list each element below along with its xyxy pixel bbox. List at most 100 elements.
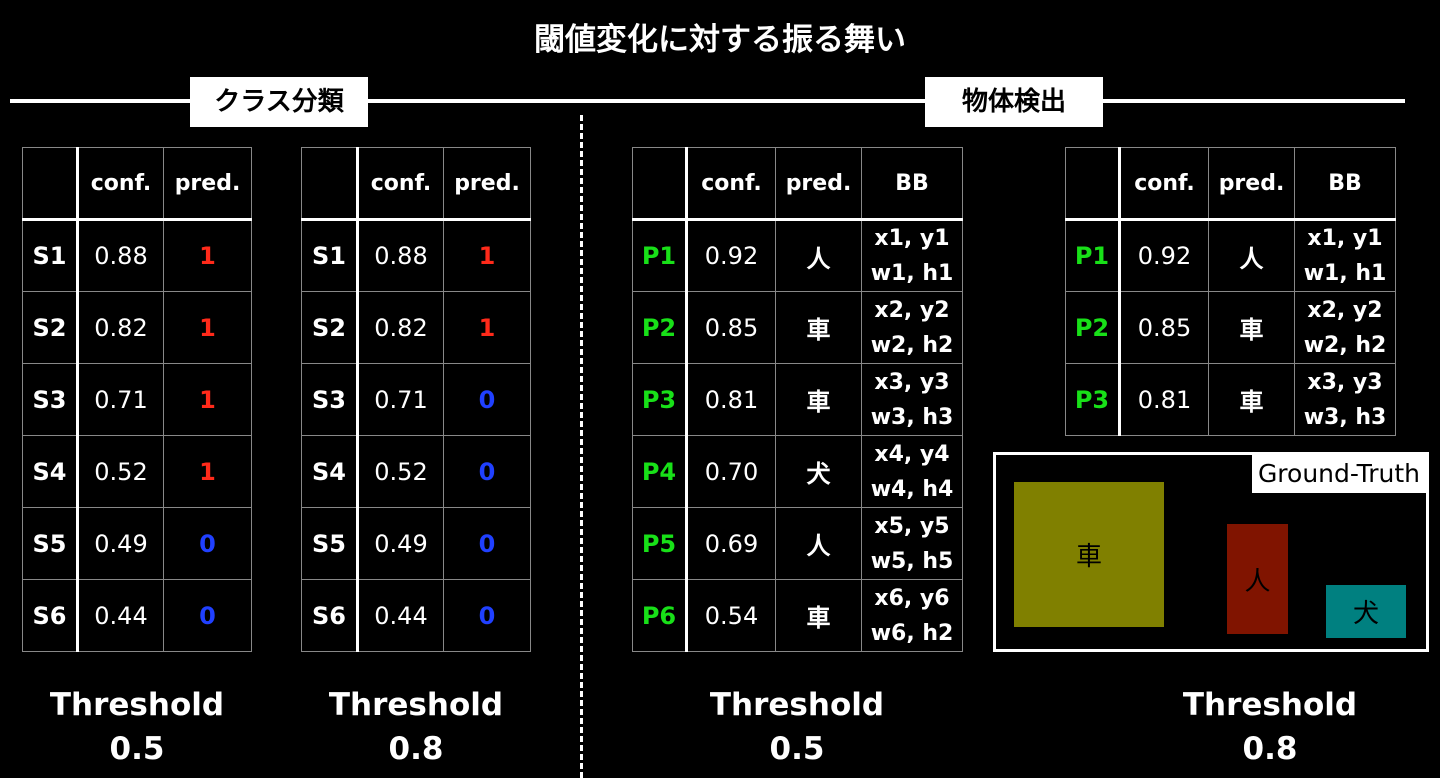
- table-row: S1 0.88 1: [22, 219, 252, 292]
- prediction: 0: [163, 579, 252, 652]
- header-cell: [632, 147, 688, 221]
- threshold-label: Threshold: [328, 687, 504, 723]
- bb-line: x6, y6: [874, 585, 950, 611]
- prediction: 0: [443, 507, 531, 580]
- bb-line: x5, y5: [874, 513, 950, 539]
- detection-table: conf. pred. BB P1 0.92 人 x1, y1 w1, h1 P2 0.85 車 x2…: [632, 147, 963, 652]
- prediction: 0: [163, 507, 252, 580]
- table-row: S6 0.44 0: [301, 579, 531, 652]
- bounding-box: x3, y3 w3, h3: [1294, 363, 1396, 436]
- sample-id: S1: [22, 219, 79, 292]
- predicted-class: 犬: [775, 435, 862, 508]
- prediction: 1: [443, 219, 531, 292]
- table-row: S2 0.82 1: [301, 291, 531, 364]
- predicted-class: 車: [775, 579, 862, 652]
- bounding-box: x1, y1 w1, h1: [861, 219, 963, 292]
- table-row: P2 0.85 車 x2, y2 w2, h2: [1065, 291, 1396, 364]
- predicted-class: 車: [775, 291, 862, 364]
- header-cell: BB: [861, 147, 963, 221]
- sample-id: S3: [22, 363, 79, 436]
- sample-id: S1: [301, 219, 359, 292]
- detection-id: P3: [632, 363, 688, 436]
- sample-id: S4: [22, 435, 79, 508]
- predicted-class: 車: [1208, 291, 1295, 364]
- header-cell: pred.: [443, 147, 531, 221]
- confidence: 0.81: [686, 363, 776, 436]
- threshold-value: 0.5: [769, 731, 825, 767]
- confidence: 0.92: [686, 219, 776, 292]
- bb-line: w3, h3: [1303, 404, 1387, 430]
- table-header: conf. pred. BB: [1065, 147, 1396, 221]
- confidence: 0.69: [686, 507, 776, 580]
- sample-id: S5: [22, 507, 79, 580]
- table-row: S2 0.82 1: [22, 291, 252, 364]
- prediction: 1: [163, 219, 252, 292]
- header-cell: conf.: [77, 147, 164, 221]
- sample-id: S6: [301, 579, 359, 652]
- detection-id: P2: [1065, 291, 1121, 364]
- table-row: P2 0.85 車 x2, y2 w2, h2: [632, 291, 963, 364]
- confidence: 0.85: [1119, 291, 1209, 364]
- gt-box-person: 人: [1227, 524, 1288, 634]
- confidence: 0.81: [1119, 363, 1209, 436]
- bb-line: x3, y3: [874, 369, 950, 395]
- confidence: 0.71: [77, 363, 164, 436]
- bb-line: x2, y2: [1307, 297, 1383, 323]
- table-row: S4 0.52 1: [22, 435, 252, 508]
- bounding-box: x3, y3 w3, h3: [861, 363, 963, 436]
- confidence: 0.82: [77, 291, 164, 364]
- header-cell: [22, 147, 79, 221]
- confidence: 0.54: [686, 579, 776, 652]
- confidence: 0.49: [357, 507, 444, 580]
- table-row: S5 0.49 0: [301, 507, 531, 580]
- table-row: S5 0.49 0: [22, 507, 252, 580]
- bb-line: x1, y1: [1307, 226, 1383, 251]
- detection-id: P4: [632, 435, 688, 508]
- threshold-value: 0.5: [109, 731, 165, 767]
- confidence: 0.82: [357, 291, 444, 364]
- table-row: P4 0.70 犬 x4, y4 w4, h4: [632, 435, 963, 508]
- gt-box-label: 人: [1244, 566, 1271, 597]
- threshold-caption: Threshold 0.8: [296, 683, 536, 771]
- table-header: conf. pred.: [301, 147, 531, 221]
- bb-line: w5, h5: [870, 548, 954, 574]
- threshold-value: 0.8: [1242, 731, 1298, 767]
- prediction: 0: [443, 579, 531, 652]
- table-row: S3 0.71 1: [22, 363, 252, 436]
- header-cell: [1065, 147, 1121, 221]
- bb-line: x3, y3: [1307, 369, 1383, 395]
- detection-id: P1: [1065, 219, 1121, 292]
- bb-line: w4, h4: [870, 476, 954, 502]
- prediction: 1: [163, 363, 252, 436]
- bb-line: x1, y1: [874, 226, 950, 251]
- header-cell: conf.: [686, 147, 776, 221]
- bb-line: x2, y2: [874, 297, 950, 323]
- header-cell: BB: [1294, 147, 1396, 221]
- table-header: conf. pred. BB: [632, 147, 963, 221]
- bb-line: w6, h2: [870, 620, 954, 646]
- threshold-label: Threshold: [49, 687, 225, 723]
- predicted-class: 人: [775, 219, 862, 292]
- bounding-box: x5, y5 w5, h5: [861, 507, 963, 580]
- prediction: 0: [443, 435, 531, 508]
- gt-box-label: 犬: [1352, 599, 1379, 629]
- confidence: 0.44: [357, 579, 444, 652]
- header-cell: pred.: [163, 147, 252, 221]
- bounding-box: x1, y1 w1, h1: [1294, 219, 1396, 292]
- table-row: P1 0.92 人 x1, y1 w1, h1: [1065, 219, 1396, 292]
- bounding-box: x6, y6 w6, h2: [861, 579, 963, 652]
- prediction: 1: [443, 291, 531, 364]
- section-label-detection: 物体検出: [925, 77, 1103, 127]
- detection-id: P1: [632, 219, 688, 292]
- bounding-box: x4, y4 w4, h4: [861, 435, 963, 508]
- predicted-class: 車: [775, 363, 862, 436]
- table-row: S3 0.71 0: [301, 363, 531, 436]
- gt-box-car: 車: [1014, 482, 1164, 627]
- table-header: conf. pred.: [22, 147, 252, 221]
- bb-line: w3, h3: [870, 404, 954, 430]
- prediction: 0: [443, 363, 531, 436]
- bounding-box: x2, y2 w2, h2: [861, 291, 963, 364]
- threshold-value: 0.8: [388, 731, 444, 767]
- threshold-caption: Threshold 0.8: [1150, 683, 1390, 771]
- sample-id: S4: [301, 435, 359, 508]
